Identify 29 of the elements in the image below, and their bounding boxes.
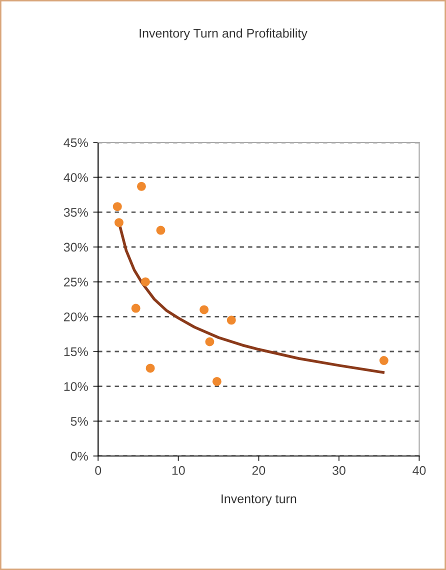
point xyxy=(136,182,146,191)
y-tick-label: 40% xyxy=(64,173,88,182)
y-tick-label: 30% xyxy=(64,242,88,252)
point xyxy=(205,337,214,346)
y-tick-label: 5% xyxy=(70,417,88,426)
point xyxy=(212,376,222,386)
point xyxy=(379,356,388,366)
x-axis-title: Inventory turn xyxy=(222,494,296,506)
point xyxy=(131,304,140,313)
y-tick-label: 15% xyxy=(64,347,88,356)
y-tick-label: 10% xyxy=(64,382,88,391)
point xyxy=(112,202,122,212)
y-tick-label: 25% xyxy=(64,278,88,286)
x-tick-label: 40 xyxy=(412,466,426,475)
x-tick-label: 10 xyxy=(172,466,185,475)
point xyxy=(114,218,124,228)
point xyxy=(226,316,236,325)
point xyxy=(200,305,209,314)
y-tick-label: 45% xyxy=(64,138,88,148)
x-tick-label: 0 xyxy=(95,466,102,475)
y-tick-label: 0% xyxy=(70,452,88,461)
x-tick-label: 20 xyxy=(252,466,266,475)
point xyxy=(140,277,150,286)
chart-title: Inventory Turn and Profitability xyxy=(140,28,308,40)
point xyxy=(146,364,155,373)
y-tick-label: 20% xyxy=(64,312,88,322)
point xyxy=(156,226,166,235)
x-tick-label: 30 xyxy=(332,466,346,475)
y-tick-label: 35% xyxy=(64,208,88,217)
